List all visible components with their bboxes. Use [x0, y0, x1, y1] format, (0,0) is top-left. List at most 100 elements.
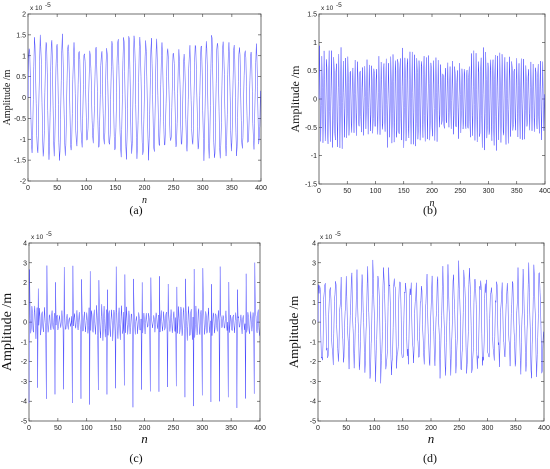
- x-axis-label: n: [141, 431, 148, 446]
- y-tick-label: -2: [21, 359, 27, 366]
- x-axis-label: n: [142, 195, 147, 206]
- y-axis-label: Amplitude /m: [2, 69, 13, 125]
- y-tick-label: 3: [23, 260, 27, 267]
- series-line: [27, 33, 261, 161]
- x-tick-label: 50: [342, 425, 350, 432]
- x-tick-label: 100: [80, 185, 92, 192]
- x-tick-label: 0: [26, 185, 30, 192]
- y-tick-label: -4: [310, 399, 316, 406]
- x-tick-label: 200: [425, 425, 437, 432]
- y-tick-label: -0.5: [14, 116, 26, 123]
- panel-caption: (d): [423, 451, 437, 465]
- y-tick-label: 4: [23, 241, 27, 248]
- chart-panel-4: 0 50 100 150 200 250 300 350 400 -5 -4 -3 -2 -1 0 1 2 3 4x…: [286, 231, 550, 465]
- y-tick-label: 2: [23, 280, 27, 287]
- y-tick-label: -1.5: [14, 158, 26, 165]
- plot-frame: [317, 242, 545, 422]
- axis-scale-exponent: -5: [336, 2, 342, 9]
- y-tick-label: 2: [22, 12, 26, 19]
- panel-caption: (b): [423, 203, 437, 217]
- x-tick-label: 100: [369, 425, 381, 432]
- x-tick-label: 150: [398, 188, 410, 195]
- x-tick-label: 50: [343, 188, 351, 195]
- x-tick-label: 250: [168, 185, 180, 192]
- y-tick-label: -4: [21, 399, 27, 406]
- axis-scale-exponent: -5: [45, 2, 51, 9]
- axis-scale-note: x 10: [31, 234, 44, 241]
- y-tick-label: -3: [21, 379, 27, 386]
- x-tick-label: 350: [225, 425, 237, 432]
- x-tick-label: 0: [316, 425, 320, 432]
- x-tick-label: 300: [197, 185, 209, 192]
- series-line: [318, 45, 545, 151]
- series-line: [28, 262, 260, 408]
- x-tick-label: 200: [139, 185, 151, 192]
- x-tick-label: 100: [81, 425, 93, 432]
- y-tick-label: 0: [22, 95, 26, 102]
- x-tick-label: 100: [370, 188, 382, 195]
- x-tick-label: 200: [426, 188, 438, 195]
- y-tick-label: -5: [310, 419, 316, 426]
- y-tick-label: -1.5: [305, 182, 317, 189]
- series-line: [317, 259, 544, 384]
- x-tick-label: 200: [139, 425, 151, 432]
- x-axis-label: n: [428, 431, 435, 446]
- chart-panel-3: 0 50 100 150 200 250 300 350 400 -5 -4 -3 -2 -1 0 1 2 3 4x…: [0, 231, 266, 465]
- y-axis-label: Amplitude /m: [0, 293, 15, 371]
- y-tick-label: 0: [23, 320, 27, 327]
- y-tick-label: 0: [312, 320, 316, 327]
- x-tick-label: 400: [255, 185, 267, 192]
- y-tick-label: 2: [312, 280, 316, 287]
- x-tick-label: 0: [317, 188, 321, 195]
- y-tick-label: 1: [313, 40, 317, 47]
- chart-panel-1: 0 50 100 150 200 250 300 350 400 -2 -1.5 -1 -0.5 0 0.5…: [2, 2, 267, 217]
- y-tick-label: -3: [310, 379, 316, 386]
- x-tick-label: 300: [483, 188, 495, 195]
- y-tick-label: -1: [310, 339, 316, 346]
- panel-caption: (a): [129, 203, 142, 217]
- y-tick-label: 3: [312, 260, 316, 267]
- y-tick-label: 0.5: [307, 68, 317, 75]
- x-tick-label: 150: [110, 185, 122, 192]
- plot-frame: [28, 242, 261, 422]
- panel-caption: (c): [129, 451, 142, 465]
- y-tick-label: 1.5: [16, 32, 26, 39]
- x-tick-label: 150: [110, 425, 122, 432]
- y-axis-label: Amplitude /m: [286, 296, 301, 369]
- chart-panel-2: 0 50 100 150 200 250 300 350 400 -1.5 -1 -0.5 0 0.5 1 1…: [288, 2, 550, 217]
- axis-scale-exponent: -5: [46, 231, 52, 238]
- x-tick-label: 350: [510, 425, 522, 432]
- x-tick-label: 0: [27, 425, 31, 432]
- x-tick-label: 250: [168, 425, 180, 432]
- y-tick-label: 1: [23, 300, 27, 307]
- y-tick-label: 1: [312, 300, 316, 307]
- axis-scale-note: x 10: [30, 5, 43, 12]
- x-tick-label: 250: [454, 188, 466, 195]
- x-tick-label: 50: [54, 425, 62, 432]
- y-axis-label: Amplitude /m: [288, 65, 302, 133]
- x-axis-label: n: [430, 198, 435, 209]
- y-tick-label: 0.5: [16, 74, 26, 81]
- y-tick-label: 4: [312, 241, 316, 248]
- x-tick-label: 300: [482, 425, 494, 432]
- y-tick-label: 1: [22, 53, 26, 60]
- x-tick-label: 150: [397, 425, 409, 432]
- x-tick-label: 400: [254, 425, 266, 432]
- y-tick-label: 1.5: [307, 12, 317, 19]
- x-tick-label: 400: [538, 425, 550, 432]
- x-tick-label: 300: [196, 425, 208, 432]
- x-tick-label: 250: [453, 425, 465, 432]
- axis-scale-note: x 10: [320, 234, 333, 241]
- y-tick-label: -0.5: [305, 125, 317, 132]
- y-tick-label: -5: [21, 419, 27, 426]
- axis-scale-exponent: -5: [335, 231, 341, 238]
- y-tick-label: -1: [21, 339, 27, 346]
- x-tick-label: 400: [539, 188, 550, 195]
- y-tick-label: 0: [313, 97, 317, 104]
- y-tick-label: -2: [310, 359, 316, 366]
- x-tick-label: 50: [53, 185, 61, 192]
- axis-scale-note: x 10: [321, 5, 334, 12]
- y-tick-label: -2: [20, 179, 26, 186]
- x-tick-label: 350: [226, 185, 238, 192]
